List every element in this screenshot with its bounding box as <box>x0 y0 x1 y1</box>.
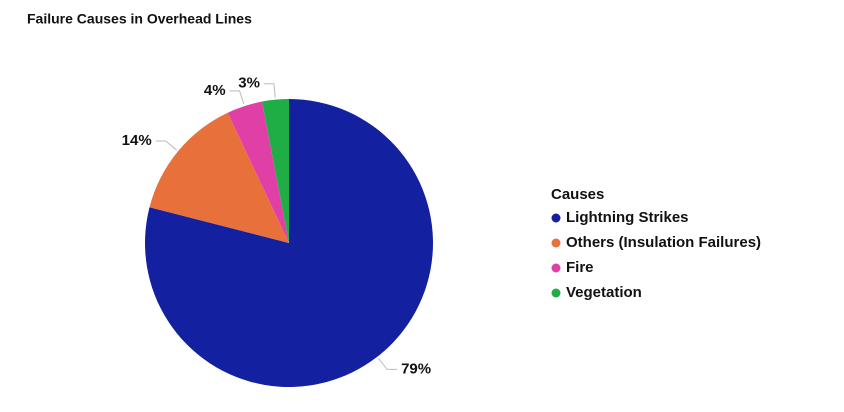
legend-label: Fire <box>566 259 594 276</box>
chart-title: Failure Causes in Overhead Lines <box>27 11 252 27</box>
legend-label: Lightning Strikes <box>566 209 689 226</box>
pie-slice <box>227 101 289 244</box>
pie-slice <box>262 99 289 243</box>
data-label: 4% <box>204 82 226 99</box>
legend-marker <box>551 238 561 248</box>
legend-label: Vegetation <box>566 284 642 301</box>
data-label: 14% <box>122 132 152 149</box>
legend-marker <box>551 213 561 223</box>
data-label: 3% <box>238 75 260 92</box>
legend-label: Others (Insulation Failures) <box>566 234 761 251</box>
data-label: 79% <box>401 360 431 377</box>
pie-slice <box>149 112 289 244</box>
leader-line <box>378 358 398 370</box>
legend-marker <box>551 263 561 273</box>
leader-line <box>155 140 177 151</box>
legend-marker <box>551 288 561 298</box>
leader-line <box>263 83 276 98</box>
leader-line <box>229 90 245 105</box>
legend-title: Causes <box>551 186 604 203</box>
